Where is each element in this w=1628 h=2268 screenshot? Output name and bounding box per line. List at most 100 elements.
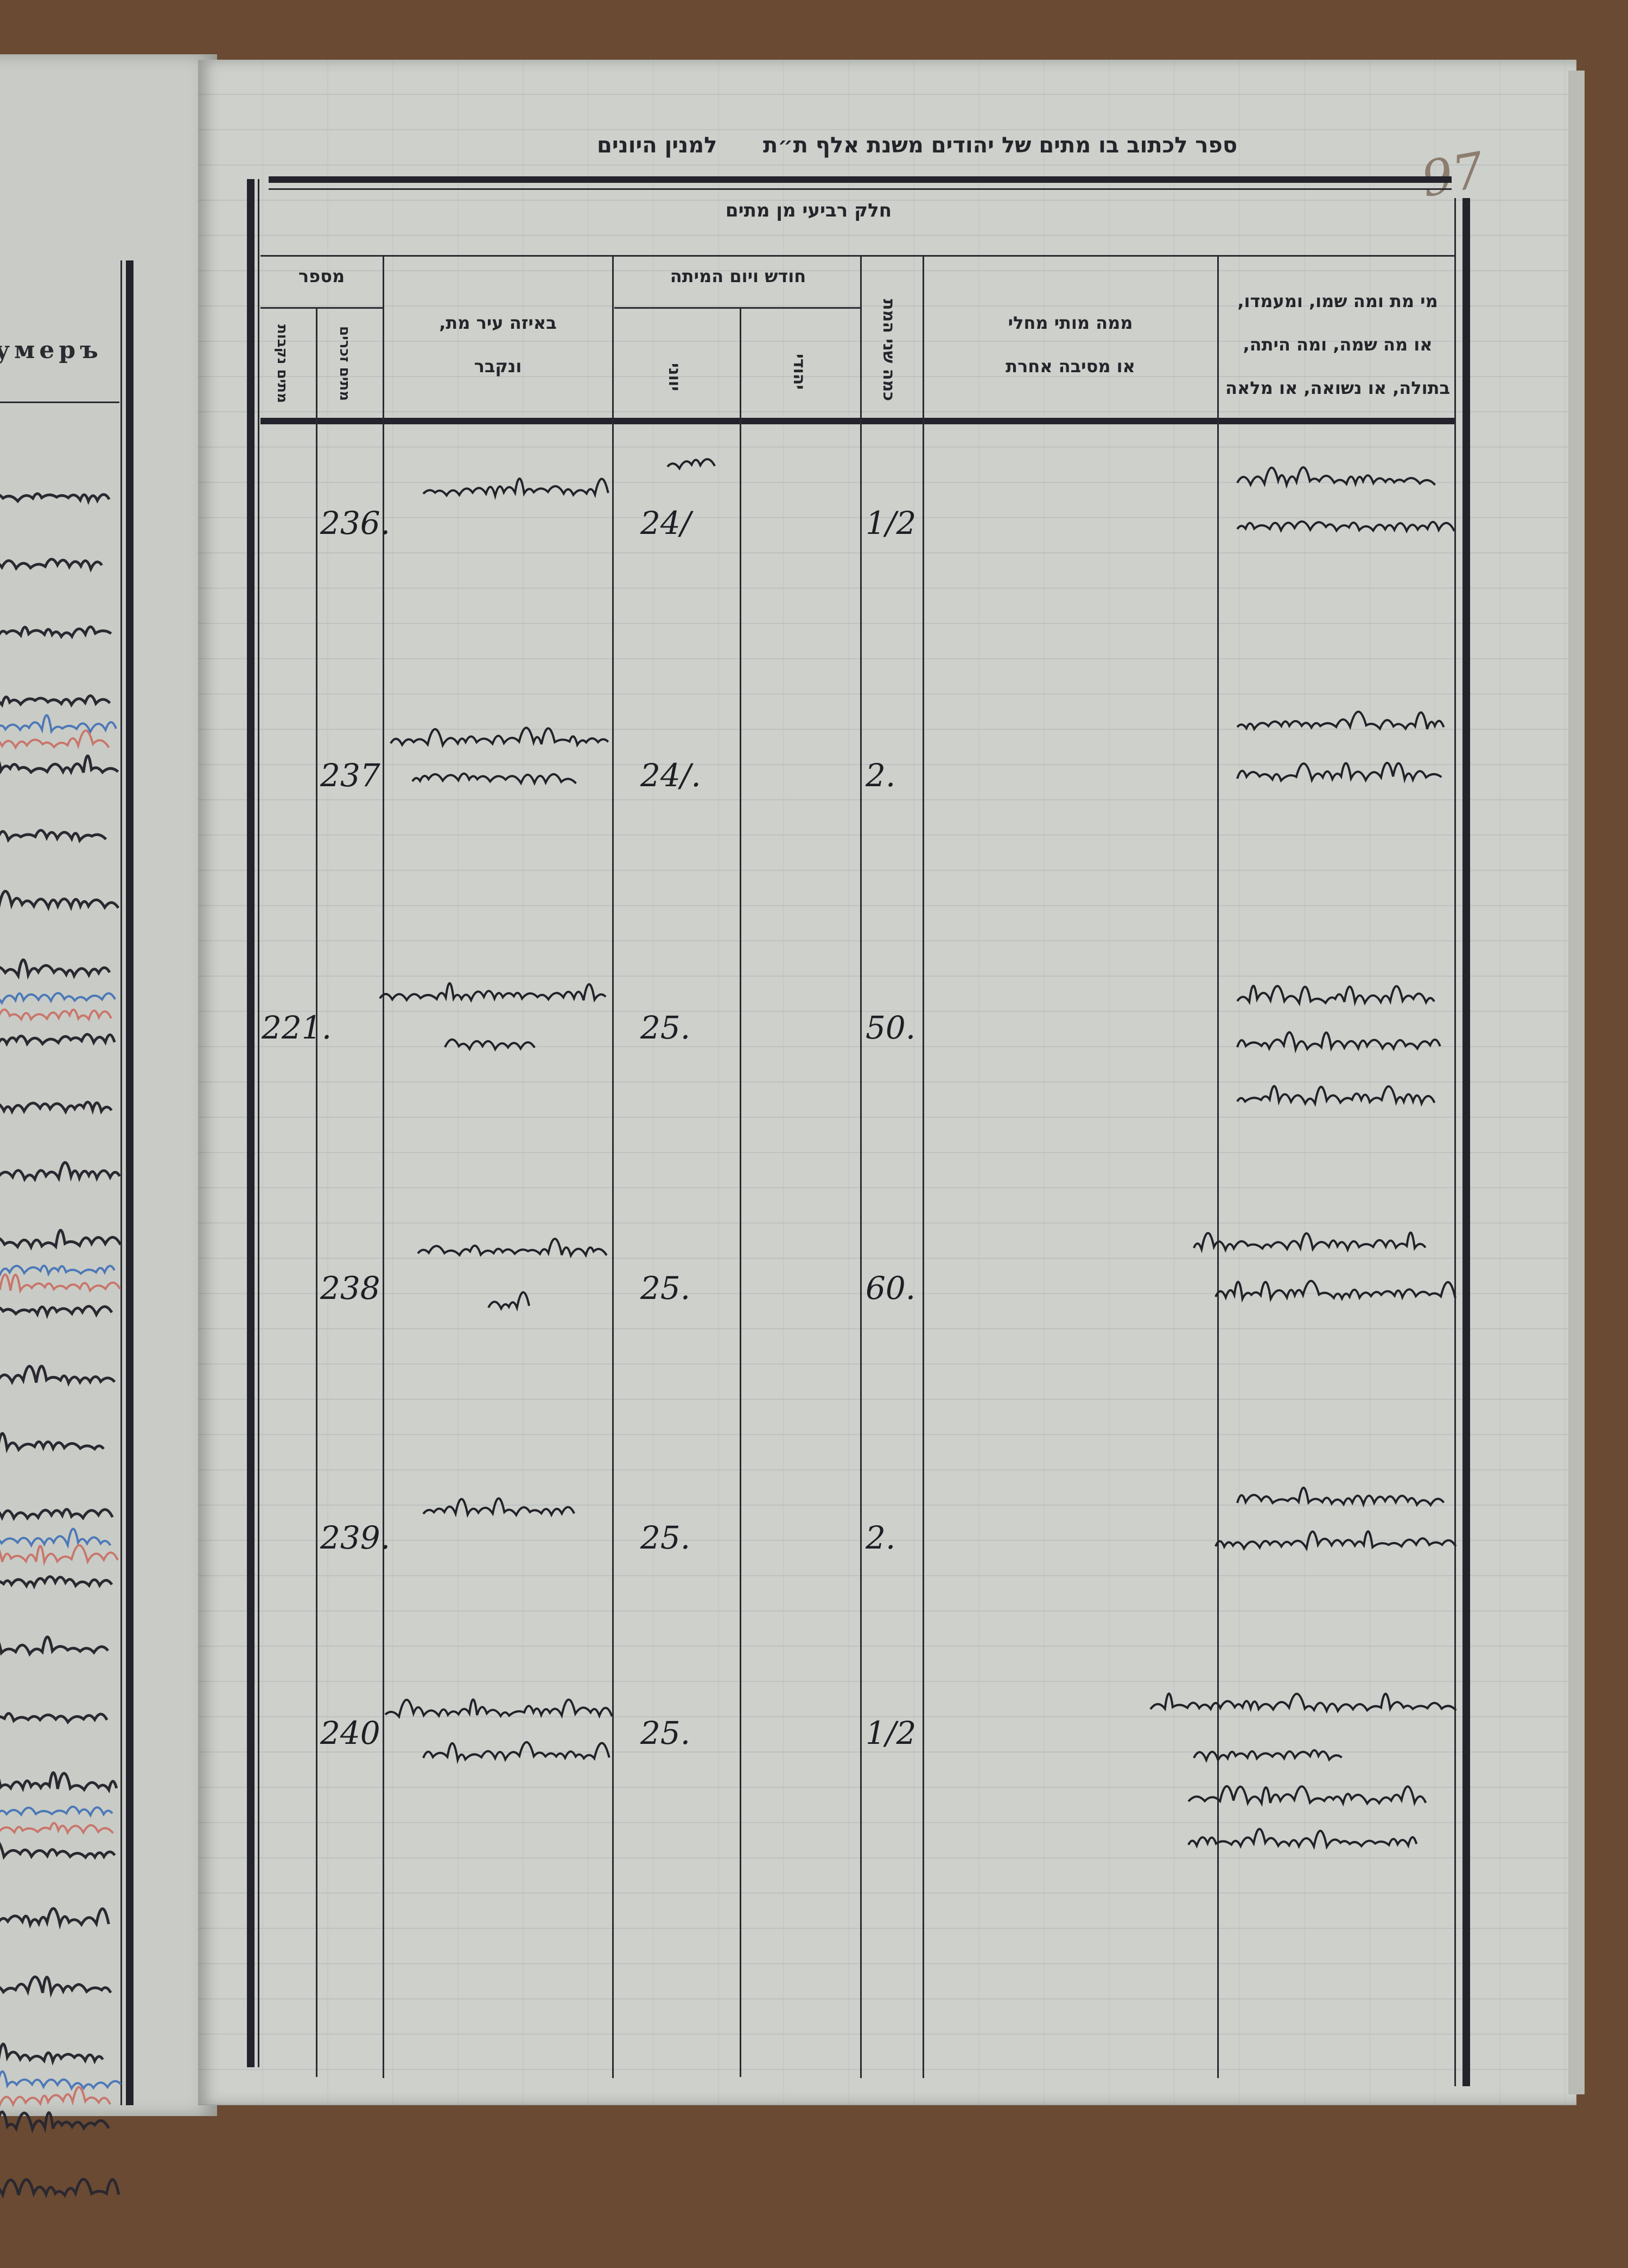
handwriting-stroke bbox=[0, 1508, 114, 1521]
handwriting-stroke bbox=[487, 1291, 531, 1312]
entry-male-number: 240 bbox=[320, 1715, 380, 1751]
col-header-who: מי מת ומה שמו, ומעמדו, או מה שמה, ומה הי… bbox=[1221, 279, 1454, 410]
col-line bbox=[923, 255, 924, 2078]
handwriting-stroke bbox=[1236, 466, 1436, 489]
col-header-cause-line: ממה מותי מחלי bbox=[1008, 313, 1133, 333]
left-border bbox=[247, 179, 255, 2067]
handwriting-stroke bbox=[0, 1273, 121, 1294]
handwritten-entries bbox=[379, 458, 1457, 1850]
col-header-place: באיזה עיר מת, ונקבר bbox=[385, 301, 610, 388]
handwriting-stroke bbox=[0, 2086, 111, 2107]
number-header-split bbox=[260, 307, 383, 309]
handwriting-stroke bbox=[0, 992, 116, 1005]
page-title-calendar: למנין היונים bbox=[597, 133, 717, 158]
entry-greek-date: 25. bbox=[640, 1519, 691, 1556]
handwriting-stroke bbox=[0, 714, 117, 735]
col-header-date-greek: יווני bbox=[665, 363, 684, 391]
handwriting-stroke bbox=[1214, 1279, 1457, 1303]
entry-greek-date: 25. bbox=[640, 1009, 691, 1046]
date-header-split bbox=[614, 307, 861, 309]
col-header-date-jewish: יהודי bbox=[790, 353, 809, 390]
handwriting-stroke bbox=[0, 1161, 121, 1183]
handwriting-stroke bbox=[1193, 1749, 1343, 1763]
left-page-border bbox=[120, 260, 122, 2105]
handwriting-stroke bbox=[1236, 710, 1445, 731]
col-header-cause-line: או מסיבה אחרת bbox=[1006, 356, 1135, 377]
left-page: умеръ bbox=[0, 54, 217, 2201]
handwriting-stroke bbox=[1187, 1828, 1418, 1850]
handwriting-stroke bbox=[0, 1842, 116, 1860]
handwriting-stroke bbox=[379, 982, 607, 1003]
col-header-cause: ממה מותי מחלי או מסיבה אחרת bbox=[925, 301, 1216, 388]
handwriting-stroke bbox=[0, 729, 110, 750]
handwriting-stroke bbox=[1236, 520, 1455, 534]
entry-greek-date: 24/ bbox=[640, 505, 691, 541]
handwriting-stroke bbox=[0, 1432, 105, 1454]
left-page-handwriting bbox=[0, 492, 122, 2201]
entry-female-number: 221. bbox=[262, 1009, 332, 1046]
entry-age: 1/2 bbox=[866, 1715, 917, 1751]
handwriting-stroke bbox=[0, 1975, 112, 1998]
handwriting-stroke bbox=[0, 754, 119, 775]
register-table: ספר לכתוב בו מתים של יהודים משנת אלף ת״ת… bbox=[247, 133, 1489, 2086]
handwriting-stroke bbox=[1236, 762, 1442, 783]
header-bottom-rule bbox=[260, 418, 1454, 424]
right-border bbox=[1462, 198, 1470, 2086]
handwriting-stroke bbox=[0, 1712, 109, 1725]
handwriting-stroke bbox=[0, 625, 112, 640]
section-title: חלק רביעי מן מתים bbox=[725, 200, 892, 221]
entry-greek-date: 24/. bbox=[640, 757, 701, 794]
col-line bbox=[316, 308, 317, 2077]
handwriting-stroke bbox=[0, 2070, 122, 2091]
entry-age: 50. bbox=[866, 1009, 916, 1046]
page-edge bbox=[1568, 71, 1585, 2094]
handwriting-stroke bbox=[0, 1228, 122, 1251]
entry-male-number: 236. bbox=[320, 505, 391, 541]
handwriting-stroke bbox=[0, 2042, 104, 2066]
handwriting-stroke bbox=[1214, 1530, 1457, 1552]
header-top-rule bbox=[260, 255, 1454, 257]
handwriting-stroke bbox=[422, 1497, 575, 1518]
col-header-age: כמה שני המת bbox=[879, 298, 898, 402]
handwriting-stroke bbox=[384, 1698, 613, 1719]
handwriting-stroke bbox=[1187, 1785, 1427, 1807]
handwriting-stroke bbox=[0, 2110, 110, 2134]
col-line bbox=[860, 255, 862, 2078]
handwriting-stroke bbox=[0, 2177, 120, 2201]
handwriting-stroke bbox=[422, 477, 609, 500]
handwriting-stroke bbox=[0, 890, 120, 912]
left-header-rule bbox=[0, 402, 119, 403]
left-page-header: умеръ bbox=[0, 336, 103, 364]
handwriting-stroke bbox=[417, 1238, 608, 1259]
col-header-place-line: ונקבר bbox=[474, 356, 522, 377]
handwriting-stroke bbox=[0, 1527, 112, 1549]
entry-greek-date: 25. bbox=[640, 1715, 691, 1751]
col-header-number-male: מתים זכרים bbox=[336, 326, 353, 401]
handwriting-stroke bbox=[666, 458, 716, 471]
entry-greek-date: 25. bbox=[640, 1270, 691, 1307]
handwriting-stroke bbox=[1236, 1487, 1445, 1508]
handwriting-stroke bbox=[0, 958, 111, 980]
handwriting-stroke bbox=[0, 1907, 110, 1930]
col-header-who-line: או מה שמה, ומה היתה, bbox=[1243, 334, 1433, 355]
right-page bbox=[198, 60, 1576, 2105]
handwriting-stroke bbox=[0, 694, 111, 708]
handwriting-stroke bbox=[444, 1038, 536, 1052]
handwriting-stroke bbox=[0, 1008, 112, 1022]
handwriting-stroke bbox=[0, 1544, 119, 1566]
entry-male-number: 239. bbox=[320, 1519, 391, 1556]
col-line bbox=[740, 308, 741, 2077]
col-header-number: מספר bbox=[298, 266, 345, 286]
entry-male-number: 238 bbox=[320, 1270, 380, 1307]
handwriting-stroke bbox=[1236, 1085, 1436, 1107]
col-header-who-line: בתולה, או נשואה, או מלאה bbox=[1225, 378, 1450, 398]
handwriting-stroke bbox=[0, 1575, 113, 1590]
handwriting-stroke bbox=[0, 1305, 113, 1320]
col-line bbox=[383, 255, 384, 2078]
handwriting-stroke bbox=[422, 1741, 610, 1764]
handwriting-stroke bbox=[0, 829, 107, 844]
entry-male-number: 237 bbox=[320, 757, 380, 794]
handwriting-stroke bbox=[0, 1264, 116, 1277]
top-rule-thin bbox=[269, 188, 1452, 190]
handwriting-stroke bbox=[0, 1635, 109, 1657]
